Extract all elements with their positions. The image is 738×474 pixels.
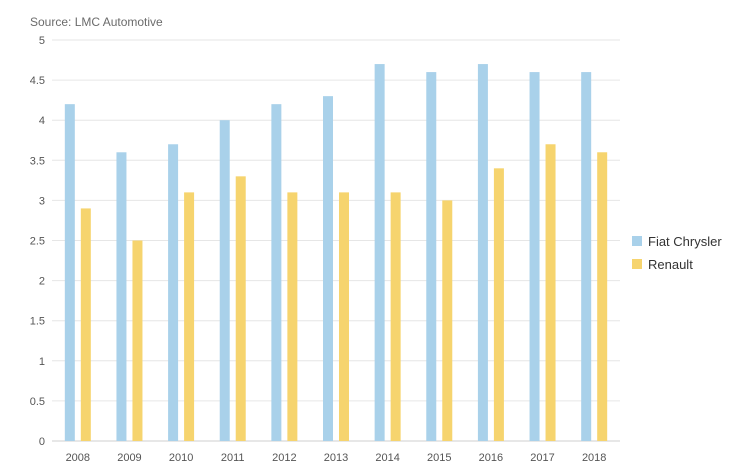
bar-fiat-chrysler-2017 [529,72,540,441]
legend-label-fiat-chrysler: Fiat Chrysler [648,234,722,249]
bar-fiat-chrysler-2009 [116,152,127,441]
x-tick-label: 2008 [66,452,90,464]
y-tick-label: 5 [39,35,45,47]
legend-swatch-fiat-chrysler [632,236,642,246]
x-tick-label: 2015 [427,452,451,464]
bar-fiat-chrysler-2015 [426,72,437,441]
bar-renault-2011 [235,176,246,441]
y-tick-label: 3 [39,195,45,207]
bar-fiat-chrysler-2008 [64,104,75,441]
bar-fiat-chrysler-2010 [168,144,179,441]
bar-renault-2012 [287,192,298,441]
y-axis-ticks: 0 0.5 1 1.5 2 2.5 3 3.5 4 4.5 5 [30,35,45,448]
x-tick-label: 2017 [530,452,554,464]
bar-fiat-chrysler-2018 [581,72,592,441]
bar-fiat-chrysler-2011 [219,120,230,441]
bars [64,64,608,441]
legend-swatch-renault [632,259,642,269]
y-tick-label: 4.5 [30,75,45,87]
bar-fiat-chrysler-2013 [323,96,333,441]
y-tick-label: 3.5 [30,155,45,167]
bar-renault-2010 [184,192,195,441]
bar-renault-2016 [493,168,504,441]
bar-renault-2018 [597,152,608,441]
x-tick-label: 2018 [582,452,606,464]
gridlines [52,39,620,442]
x-tick-label: 2016 [479,452,503,464]
y-tick-label: 2 [39,276,45,288]
bar-renault-2008 [80,208,91,441]
x-axis-ticks: 2008 2009 2010 2011 2012 2013 2014 2015 2016 2017… [66,452,607,464]
x-tick-label: 2014 [375,452,399,464]
y-tick-label: 2.5 [30,236,45,248]
bar-renault-2013 [339,192,349,441]
x-tick-label: 2010 [169,452,193,464]
y-tick-label: 1.5 [30,316,45,328]
bar-renault-2014 [390,192,401,441]
bar-fiat-chrysler-2012 [271,104,282,441]
bar-renault-2009 [132,240,143,441]
bar-renault-2017 [545,144,556,441]
y-tick-label: 4 [39,115,45,127]
legend-label-renault: Renault [648,257,693,272]
bar-fiat-chrysler-2014 [374,64,385,441]
chart-source: Source: LMC Automotive [30,15,163,29]
x-tick-label: 2013 [324,452,348,464]
y-tick-label: 0 [39,436,45,448]
x-tick-label: 2009 [117,452,141,464]
bar-fiat-chrysler-2016 [477,64,488,441]
x-tick-label: 2012 [272,452,296,464]
legend: Fiat Chrysler Renault [632,234,722,272]
y-tick-label: 0.5 [30,396,45,408]
bar-renault-2015 [442,200,453,441]
x-tick-label: 2011 [221,452,245,464]
y-tick-label: 1 [39,356,45,368]
